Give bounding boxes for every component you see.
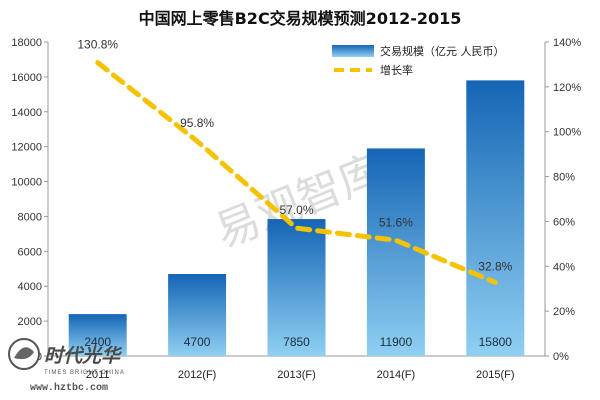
bar-data-labels: 2400 4700 7850 11900 15800 <box>84 335 512 349</box>
growth-point <box>494 281 497 284</box>
y-left-tick-label: 2000 <box>18 316 42 328</box>
y-left-tick-label: 4000 <box>18 281 42 293</box>
y-right-tick-label: 20% <box>553 306 575 318</box>
logo-name: 时代光华 <box>44 345 123 367</box>
growth-point <box>394 239 397 242</box>
y-right-tick-label: 100% <box>553 127 581 139</box>
growth-value-label: 130.8% <box>77 38 118 52</box>
y-right-tick-label: 140% <box>553 37 581 49</box>
y-left-tick-label: 8000 <box>18 211 42 223</box>
logo-url: www.hztbc.com <box>30 382 108 394</box>
legend-bar-swatch <box>332 45 374 57</box>
growth-value-label: 57.0% <box>279 203 313 217</box>
logo-tagline: TIMES BRIGHT CHINA <box>44 370 125 376</box>
x-category-label: 2012(F) <box>178 369 217 381</box>
bar-value-label: 2400 <box>84 335 111 349</box>
x-category-label: 2011 <box>86 369 110 381</box>
x-category-label: 2015(F) <box>476 369 515 381</box>
growth-point <box>295 227 298 230</box>
y-axis-right-ticks: 0% 20% 40% 60% 80% 100% 120% 140% <box>545 37 581 363</box>
chart-title: 中国网上零售B2C交易规模预测2012-2015 <box>139 9 462 28</box>
y-left-tick-label: 6000 <box>18 246 42 258</box>
y-right-tick-label: 120% <box>553 82 581 94</box>
bar-value-label: 7850 <box>283 335 310 349</box>
y-right-tick-label: 40% <box>553 261 575 273</box>
logo-emblem-mark <box>14 347 34 360</box>
x-category-label: 2014(F) <box>377 369 416 381</box>
bar-series <box>68 80 525 356</box>
bar-value-label: 15800 <box>479 335 513 349</box>
legend-line-label: 增长率 <box>380 63 413 77</box>
growth-value-label: 32.8% <box>478 259 512 273</box>
bar-2013(F) <box>267 219 326 356</box>
y-right-tick-label: 60% <box>553 216 575 228</box>
legend-bar-label: 交易规模（亿元 人民币） <box>380 44 505 58</box>
x-category-label: 2013(F) <box>277 369 316 381</box>
y-left-tick-label: 18000 <box>11 37 42 49</box>
y-axis-left-ticks: 0200040006000800010000120001400016000180… <box>11 37 48 363</box>
x-axis-categories: 2011 2012(F) 2013(F) 2014(F) 2015(F) <box>86 369 515 381</box>
y-left-tick-label: 10000 <box>11 177 42 189</box>
bar-2011 <box>68 314 127 356</box>
bar-2014(F) <box>366 148 425 356</box>
bar-value-label: 4700 <box>184 335 211 349</box>
growth-value-label: 51.6% <box>379 215 413 229</box>
logo: 时代光华 TIMES BRIGHT CHINA www.hztbc.com <box>8 338 125 394</box>
growth-data-labels: 130.8% 95.8% 57.0% 51.6% 32.8% <box>77 38 512 274</box>
growth-point <box>96 61 99 64</box>
growth-line-series <box>95 60 498 285</box>
y-right-tick-label: 0% <box>553 351 569 363</box>
growth-point <box>196 140 199 143</box>
y-left-tick-label: 14000 <box>11 107 42 119</box>
bar-2015(F) <box>466 80 525 356</box>
growth-value-label: 95.8% <box>180 116 214 130</box>
bar-2012(F) <box>168 274 227 356</box>
y-left-tick-label: 12000 <box>11 142 42 154</box>
y-left-tick-label: 16000 <box>11 72 42 84</box>
bar-value-label: 11900 <box>380 335 413 349</box>
y-right-tick-label: 80% <box>553 172 575 184</box>
legend: 交易规模（亿元 人民币） 增长率 <box>325 40 525 80</box>
